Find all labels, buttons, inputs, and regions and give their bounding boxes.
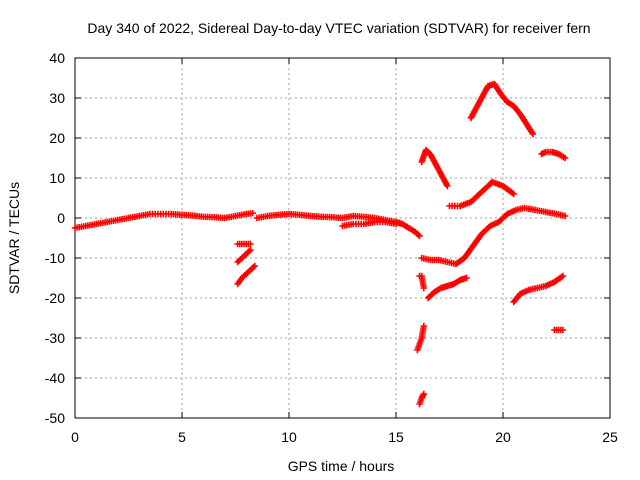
- chart-title: Day 340 of 2022, Sidereal Day-to-day VTE…: [87, 20, 590, 36]
- data-points: [71, 80, 569, 408]
- y-tick-label: -50: [45, 410, 65, 426]
- y-tick-label: -10: [45, 250, 65, 266]
- data-point-arc-dip-c: [251, 262, 258, 270]
- data-point-arc-late-deep: [420, 390, 428, 398]
- data-point-arc-main-2: [416, 232, 423, 240]
- data-point-arc-dip-a: [247, 240, 254, 248]
- x-tick-label: 15: [388, 429, 404, 445]
- y-tick-label: -20: [45, 290, 65, 306]
- y-tick-label: 0: [57, 210, 65, 226]
- data-point-arc-late-lower-2: [559, 272, 567, 280]
- y-tick-label: 40: [49, 50, 65, 66]
- data-point-arc-late-drop: [420, 284, 428, 292]
- x-tick-label: 20: [495, 429, 511, 445]
- x-axis-label: GPS time / hours: [288, 458, 395, 474]
- grid-lines: [75, 58, 610, 418]
- data-point-arc-mid: [392, 220, 400, 228]
- y-tick-label: -30: [45, 330, 65, 346]
- y-tick-label: 10: [49, 170, 65, 186]
- x-axis-ticks: 0 5 10 15 20 25: [71, 58, 618, 445]
- data-point-arc-dip-b: [247, 246, 254, 254]
- data-point-arc-late-lower: [463, 274, 470, 282]
- x-tick-label: 10: [281, 429, 297, 445]
- data-point-arc-late-peak: [529, 130, 537, 138]
- x-tick-label: 0: [71, 429, 79, 445]
- y-tick-label: 30: [49, 90, 65, 106]
- data-point-arc-late-deep: [420, 322, 428, 330]
- plot-frame: [74, 57, 611, 419]
- y-tick-label: -40: [45, 370, 65, 386]
- y-axis-label: SDTVAR / TECUs: [6, 182, 22, 294]
- data-point-arc-late-recovery: [561, 212, 569, 220]
- x-tick-label: 25: [602, 429, 618, 445]
- data-point-arc-late-floor: [559, 326, 567, 334]
- y-tick-label: 20: [49, 130, 65, 146]
- data-point-arc-late-hump: [510, 190, 517, 198]
- data-point-arc-late-high: [561, 154, 569, 162]
- x-tick-label: 5: [178, 429, 186, 445]
- data-point-arc-main-1: [249, 210, 256, 217]
- data-point-arc-late-falling: [444, 182, 451, 190]
- y-axis-ticks: -50 -40 -30 -20 -10 0 10 20 30 40: [45, 50, 610, 426]
